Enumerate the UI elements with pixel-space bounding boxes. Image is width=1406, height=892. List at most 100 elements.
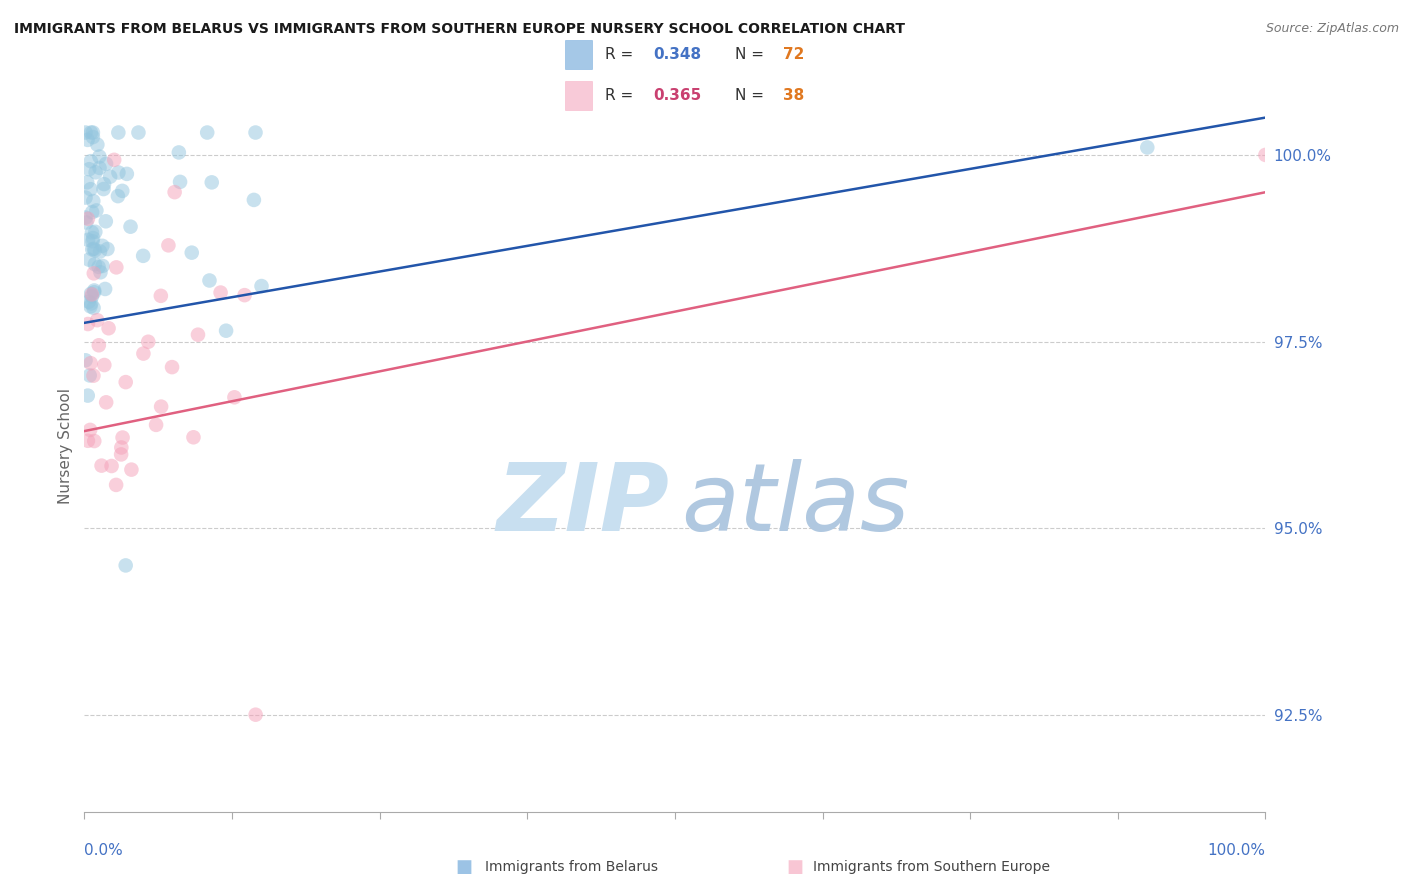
Point [80,126,103,140]
Point [224,390,246,404]
Point [79,182,101,196]
Point [80,154,103,169]
Point [115,167,138,181]
FancyBboxPatch shape [565,81,592,110]
Point [82,205,104,219]
Point [89,265,111,279]
Point [86,203,108,218]
Point [233,288,256,302]
Point [96,242,118,256]
Point [84,165,107,179]
Point [250,279,273,293]
Text: Immigrants from Southern Europe: Immigrants from Southern Europe [813,860,1050,874]
Point [79,356,101,370]
Text: 72: 72 [783,47,804,62]
Point [80,226,103,240]
Point [111,184,134,198]
Text: Source: ZipAtlas.com: Source: ZipAtlas.com [1265,22,1399,36]
Point [83,257,105,271]
Point [127,126,149,140]
Point [77,233,100,247]
Point [77,434,100,448]
Point [114,375,136,389]
Point [79,368,101,383]
Text: 0.348: 0.348 [652,47,702,62]
Point [79,300,101,314]
Point [83,285,105,300]
Point [198,273,221,287]
Point [80,286,103,301]
Point [105,260,128,275]
Point [94,157,117,171]
Point [93,358,115,372]
Point [83,284,105,298]
Point [75,353,97,368]
Point [91,239,114,253]
Point [1136,140,1159,154]
Point [87,260,110,274]
Point [93,177,115,191]
Point [243,193,266,207]
Point [107,189,129,203]
Text: 0.365: 0.365 [652,88,702,103]
Point [149,289,172,303]
Point [136,334,159,349]
Text: ZIP: ZIP [496,458,669,550]
Point [80,289,103,303]
Point [107,126,129,140]
Point [86,313,108,327]
Y-axis label: Nursery School: Nursery School [58,388,73,504]
Point [77,211,100,226]
Point [163,185,186,199]
Point [77,294,100,309]
Point [80,287,103,301]
Point [96,395,118,409]
Text: IMMIGRANTS FROM BELARUS VS IMMIGRANTS FROM SOUTHERN EUROPE NURSERY SCHOOL CORREL: IMMIGRANTS FROM BELARUS VS IMMIGRANTS FR… [14,22,905,37]
Text: 0.0%: 0.0% [84,843,124,858]
Point [76,133,98,147]
Point [75,211,97,225]
Point [100,458,122,473]
Point [86,137,108,152]
Point [180,245,202,260]
Point [120,219,142,234]
Point [160,360,183,375]
Point [82,368,104,383]
Point [77,162,100,177]
Point [107,165,129,179]
Point [103,153,125,167]
Text: N =: N = [735,47,769,62]
Point [91,259,114,273]
Point [75,126,97,140]
Point [89,244,111,259]
Text: R =: R = [605,88,638,103]
Point [83,434,105,448]
Point [132,249,155,263]
Point [77,317,100,331]
Point [93,182,115,196]
Point [82,194,104,208]
Point [187,327,209,342]
Point [83,244,105,258]
Point [82,126,104,140]
Point [89,161,111,175]
Point [245,126,267,140]
Point [80,296,103,310]
Point [76,175,98,189]
Point [114,558,136,573]
Point [195,126,218,140]
Point [83,242,105,256]
Point [110,441,132,455]
FancyBboxPatch shape [565,40,592,69]
Point [82,130,104,145]
Point [75,215,97,229]
Point [98,169,121,184]
Text: 100.0%: 100.0% [1208,843,1265,858]
Point [87,338,110,352]
Point [201,175,224,189]
Point [110,447,132,461]
Point [79,423,101,437]
Point [82,231,104,245]
Point [183,430,205,444]
Text: N =: N = [735,88,769,103]
